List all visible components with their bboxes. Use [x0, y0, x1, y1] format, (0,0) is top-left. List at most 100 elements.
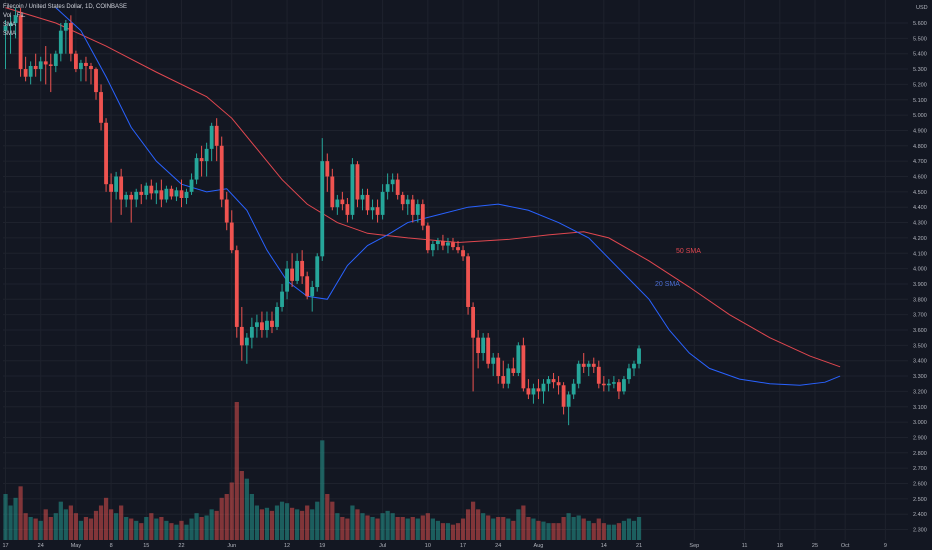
- candle-body[interactable]: [526, 388, 531, 395]
- candle-body[interactable]: [104, 122, 108, 185]
- candle-body[interactable]: [23, 69, 28, 77]
- candle-body[interactable]: [596, 366, 601, 384]
- candle-body[interactable]: [84, 62, 88, 66]
- candle-body[interactable]: [154, 190, 159, 194]
- candle-body[interactable]: [159, 190, 164, 200]
- candle-body[interactable]: [637, 348, 641, 364]
- candle-body[interactable]: [199, 158, 204, 162]
- candle-body[interactable]: [616, 382, 621, 392]
- candle-body[interactable]: [425, 225, 430, 251]
- candle-body[interactable]: [601, 383, 606, 386]
- candle-body[interactable]: [315, 256, 320, 288]
- candle-body[interactable]: [476, 337, 481, 354]
- candle-body[interactable]: [606, 383, 611, 386]
- candle-body[interactable]: [611, 382, 616, 384]
- candle-body[interactable]: [295, 260, 300, 281]
- candle-body[interactable]: [63, 23, 68, 31]
- candle-body[interactable]: [466, 256, 470, 307]
- candle-body[interactable]: [581, 363, 586, 367]
- candle-body[interactable]: [229, 222, 234, 251]
- candle-body[interactable]: [58, 30, 63, 54]
- candle-body[interactable]: [204, 148, 209, 162]
- sma-legend-1[interactable]: SMA: [3, 22, 17, 28]
- candle-body[interactable]: [506, 368, 511, 384]
- candle-body[interactable]: [8, 23, 13, 27]
- candle-body[interactable]: [194, 158, 199, 180]
- candle-body[interactable]: [244, 337, 249, 346]
- candle-body[interactable]: [501, 376, 506, 384]
- candle-body[interactable]: [300, 260, 305, 277]
- candle-body[interactable]: [109, 184, 114, 192]
- candle-body[interactable]: [184, 191, 189, 198]
- candle-body[interactable]: [340, 199, 345, 205]
- candle-body[interactable]: [350, 164, 355, 215]
- candle-body[interactable]: [18, 15, 23, 70]
- candle-body[interactable]: [551, 379, 556, 383]
- candle-body[interactable]: [491, 357, 496, 364]
- candle-body[interactable]: [591, 363, 596, 367]
- candle-body[interactable]: [124, 194, 129, 200]
- candle-body[interactable]: [320, 161, 325, 257]
- candle-body[interactable]: [531, 388, 536, 395]
- candle-body[interactable]: [325, 161, 330, 177]
- candle-body[interactable]: [627, 368, 631, 380]
- candle-body[interactable]: [270, 320, 274, 327]
- candle-body[interactable]: [260, 322, 264, 330]
- candle-body[interactable]: [375, 207, 380, 215]
- candle-body[interactable]: [290, 268, 295, 281]
- candle-body[interactable]: [280, 291, 284, 307]
- candle-body[interactable]: [441, 240, 445, 246]
- candle-body[interactable]: [521, 345, 526, 389]
- candle-body[interactable]: [73, 53, 78, 70]
- candle-body[interactable]: [471, 306, 476, 338]
- candle-body[interactable]: [144, 185, 149, 195]
- candle-body[interactable]: [234, 250, 239, 327]
- candle-body[interactable]: [119, 176, 124, 200]
- candle-body[interactable]: [28, 65, 33, 77]
- candle-body[interactable]: [239, 326, 244, 346]
- candle-body[interactable]: [541, 383, 546, 392]
- candle-body[interactable]: [586, 363, 591, 367]
- candle-body[interactable]: [355, 164, 360, 200]
- candle-body[interactable]: [79, 62, 83, 70]
- candle-body[interactable]: [335, 199, 340, 208]
- candle-body[interactable]: [451, 242, 455, 248]
- candle-body[interactable]: [174, 190, 179, 197]
- candle-body[interactable]: [99, 92, 103, 123]
- candle-body[interactable]: [461, 250, 465, 257]
- candle-body[interactable]: [219, 145, 224, 200]
- candle-body[interactable]: [632, 363, 636, 369]
- candle-body[interactable]: [169, 188, 174, 197]
- candle-body[interactable]: [114, 176, 119, 192]
- candle-body[interactable]: [395, 179, 400, 195]
- candle-body[interactable]: [486, 337, 491, 364]
- candle-body[interactable]: [89, 65, 93, 70]
- candle-body[interactable]: [3, 26, 8, 31]
- candle-body[interactable]: [164, 188, 169, 200]
- candle-body[interactable]: [189, 179, 194, 192]
- candle-body[interactable]: [511, 368, 516, 373]
- candle-body[interactable]: [134, 191, 139, 200]
- candle-body[interactable]: [68, 23, 73, 54]
- candle-body[interactable]: [214, 125, 219, 146]
- candle-body[interactable]: [571, 383, 576, 395]
- candle-body[interactable]: [209, 125, 214, 149]
- candle-body[interactable]: [566, 394, 571, 407]
- candle-body[interactable]: [496, 357, 501, 377]
- candle-body[interactable]: [456, 247, 460, 251]
- candle-body[interactable]: [275, 306, 279, 327]
- candle-body[interactable]: [53, 53, 58, 66]
- candle-body[interactable]: [149, 185, 154, 194]
- candle-body[interactable]: [400, 194, 405, 205]
- candle-body[interactable]: [179, 190, 184, 198]
- candle-body[interactable]: [380, 191, 385, 215]
- candle-body[interactable]: [129, 194, 134, 200]
- candle-body[interactable]: [139, 191, 144, 195]
- candle-body[interactable]: [516, 345, 521, 373]
- candle-body[interactable]: [561, 385, 566, 407]
- candle-body[interactable]: [254, 322, 259, 327]
- candle-body[interactable]: [48, 64, 53, 66]
- candle-body[interactable]: [390, 179, 395, 185]
- candle-body[interactable]: [330, 176, 335, 208]
- candle-body[interactable]: [224, 199, 229, 223]
